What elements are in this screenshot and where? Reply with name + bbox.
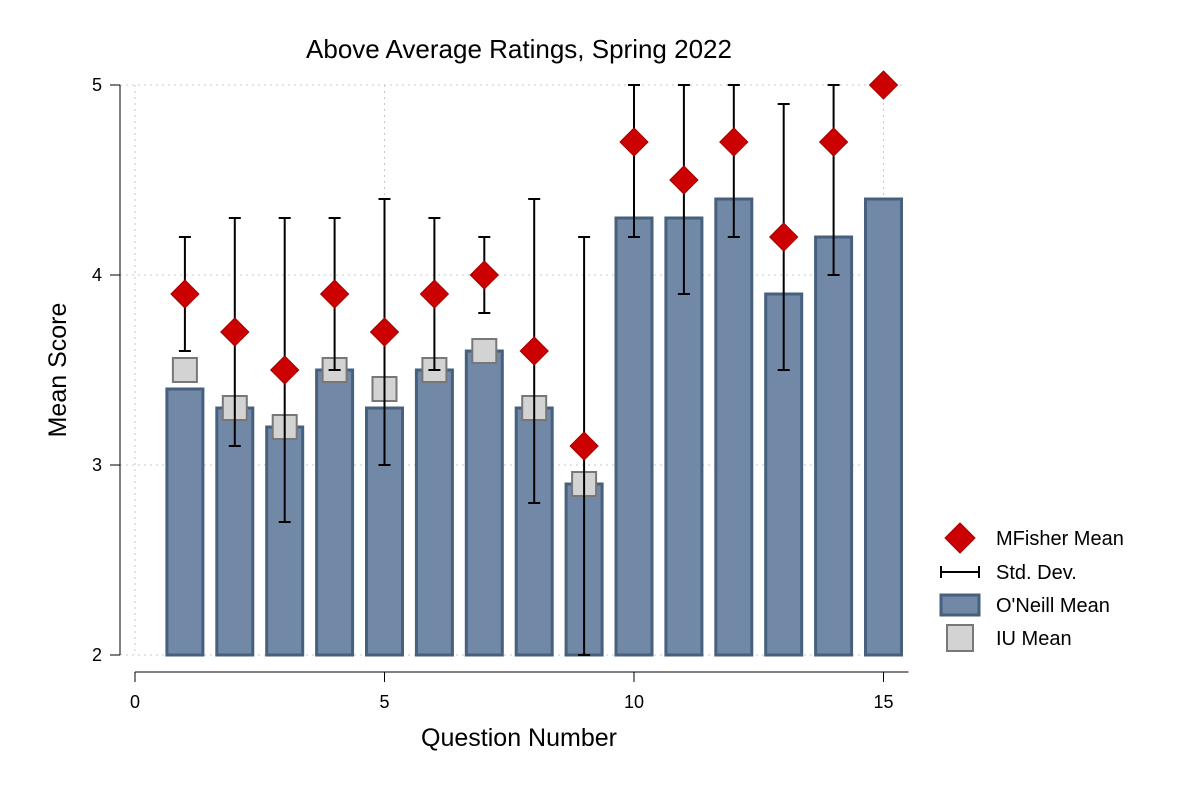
legend-oneill-swatch <box>939 593 981 617</box>
oneill-bar <box>315 368 355 657</box>
mfisher-mean-series <box>170 70 899 461</box>
legend-std-dev-label: Std. Dev. <box>996 562 1077 584</box>
mfisher-mean-marker <box>269 355 300 385</box>
x-tick-label: 5 <box>379 692 389 712</box>
iu-mean-marker <box>471 338 498 364</box>
mfisher-mean-marker <box>719 127 749 157</box>
mfisher-mean-marker <box>319 279 350 309</box>
legend: MFisher Mean Std. Dev. O'Neill Mean IU Mean <box>939 522 1124 652</box>
mfisher-mean-marker <box>818 127 849 157</box>
oneill-bar <box>614 216 654 657</box>
mfisher-mean-marker <box>619 127 649 157</box>
chart-title: Above Average Ratings, Spring 2022 <box>306 34 732 64</box>
legend-iu-label: IU Mean <box>996 628 1072 650</box>
oneill-bar <box>714 197 754 657</box>
mfisher-mean-marker <box>469 260 500 290</box>
x-tick-label: 0 <box>130 692 140 712</box>
y-tick-label: 2 <box>92 645 102 665</box>
oneill-bar <box>864 197 903 657</box>
mfisher-mean-marker <box>419 279 450 309</box>
oneill-bar <box>814 235 854 657</box>
iu-mean-series <box>171 338 598 497</box>
y-tick-label: 5 <box>92 75 102 95</box>
oneill-bar <box>464 349 504 657</box>
mfisher-mean-marker <box>170 279 200 309</box>
iu-mean-marker <box>171 357 198 383</box>
oneill-bar <box>414 368 454 657</box>
y-tick-label: 4 <box>92 265 102 285</box>
oneill-bar <box>215 406 255 657</box>
oneill-bar <box>514 406 554 657</box>
oneill-bar <box>165 387 205 657</box>
legend-oneill-label: O'Neill Mean <box>996 595 1110 617</box>
x-tick-label: 15 <box>873 692 893 712</box>
mfisher-mean-marker <box>868 70 899 100</box>
y-tick-label: 3 <box>92 455 102 475</box>
axes: 2 3 4 5 0 5 10 15 <box>92 75 909 712</box>
mfisher-mean-marker <box>569 431 599 461</box>
x-tick-label: 10 <box>624 692 644 712</box>
legend-mfisher-marker <box>944 522 976 554</box>
legend-mfisher-label: MFisher Mean <box>996 528 1124 550</box>
mfisher-mean-marker <box>220 317 250 347</box>
mfisher-mean-marker <box>369 317 400 347</box>
y-axis-label: Mean Score <box>44 303 72 438</box>
x-axis-label: Question Number <box>421 724 617 752</box>
legend-iu-swatch <box>946 624 974 652</box>
mfisher-mean-marker <box>519 336 549 366</box>
mfisher-mean-marker <box>768 222 799 252</box>
mfisher-mean-marker <box>669 165 699 195</box>
